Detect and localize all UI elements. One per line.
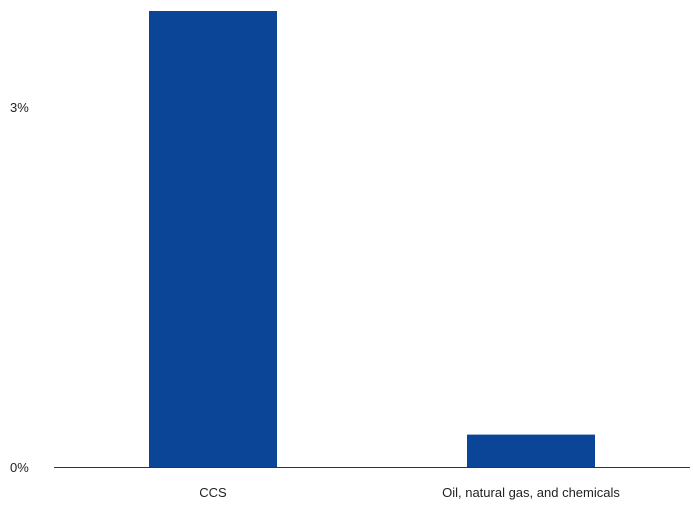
y-tick-label: 3%: [10, 100, 29, 115]
labels-layer: CCS Oil, natural gas, and chemicals 0% 3%: [10, 100, 620, 500]
bar-ccs: [149, 11, 277, 467]
y-tick-label: 0%: [10, 460, 29, 475]
bars-layer: [149, 11, 595, 467]
bar-oil-natural-gas-and-chemicals: [467, 434, 595, 467]
x-tick-label: CCS: [199, 485, 227, 500]
x-tick-label: Oil, natural gas, and chemicals: [442, 485, 620, 500]
